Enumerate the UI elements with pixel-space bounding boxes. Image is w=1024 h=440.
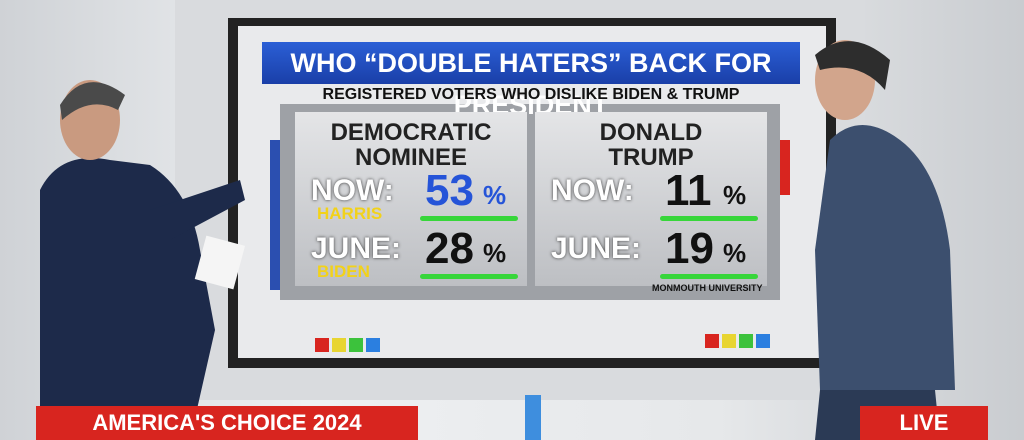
row-unit: % <box>483 238 507 268</box>
color-chips <box>315 334 770 352</box>
stripe <box>780 140 790 195</box>
row-unit: % <box>723 180 747 210</box>
stand <box>525 395 541 440</box>
header-line: DEMOCRATIC <box>330 119 492 146</box>
row-label: NOW: <box>311 174 394 207</box>
row-label: NOW: <box>551 174 634 207</box>
left-anchor <box>40 80 246 440</box>
graphic-title: WHO “DOUBLE HATERS” BACK FOR PRESIDENT <box>262 42 800 120</box>
row-value: 11 <box>665 166 712 215</box>
underline <box>660 274 758 279</box>
header-line: TRUMP <box>608 144 694 171</box>
row-unit: % <box>723 238 747 268</box>
column-panel: DONALD TRUMP NOW: 11% JUNE: 19% <box>535 112 767 286</box>
row-label: JUNE: <box>551 232 642 265</box>
source: MONMOUTH UNIVERSITY <box>652 283 763 293</box>
header-line: DONALD <box>599 119 703 146</box>
underline <box>420 216 518 221</box>
graphic-subtitle: REGISTERED VOTERS WHO DISLIKE BIDEN & TR… <box>322 86 740 103</box>
underline <box>420 274 518 279</box>
stars-strip <box>270 140 280 290</box>
live-badge: LIVE <box>860 406 988 440</box>
row-value: 53 <box>425 166 474 215</box>
row-sublabel: HARRIS <box>317 204 383 223</box>
column-header: DONALD TRUMP <box>535 120 767 170</box>
show-banner: AMERICA'S CHOICE 2024 <box>36 406 418 440</box>
row-sublabel: BIDEN <box>317 262 370 281</box>
header-line: NOMINEE <box>354 144 467 171</box>
row-label: JUNE: <box>311 232 402 265</box>
column-header: DEMOCRATIC NOMINEE <box>295 120 527 170</box>
underline <box>660 216 758 221</box>
column-panel: DEMOCRATIC NOMINEE NOW: HARRIS 53% JUNE: BIDEN… <box>295 112 527 286</box>
row-value: 28 <box>425 224 474 273</box>
right-anchor <box>815 40 955 440</box>
row-value: 19 <box>665 224 714 273</box>
row-unit: % <box>483 180 507 210</box>
